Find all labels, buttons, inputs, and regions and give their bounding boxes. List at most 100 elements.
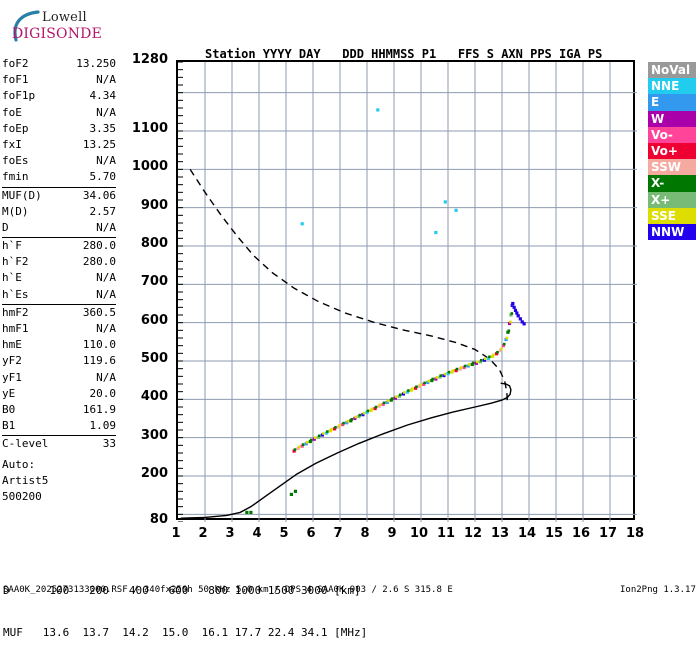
legend-item-ssw[interactable]: SSW bbox=[648, 159, 696, 176]
ionogram-parameter-panel: foF2 13.250 foF1 N/A foF1p 4.34 foE N/A foEp 3.35… bbox=[2, 56, 116, 505]
param-row: B0 161.9 bbox=[2, 402, 116, 418]
param-group-confidence: C-level 33 bbox=[2, 436, 116, 453]
x-axis-tick-label: 4 bbox=[252, 526, 262, 541]
param-row: foEs N/A bbox=[2, 153, 116, 169]
ionogram-plot-area[interactable] bbox=[176, 60, 637, 522]
param-row: M(D) 2.57 bbox=[2, 204, 116, 220]
lowell-digisonde-logo: Lowell DIGISONDE bbox=[8, 6, 128, 48]
param-value: 280.0 bbox=[82, 239, 116, 253]
x-axis-tick-label: 8 bbox=[360, 526, 370, 541]
param-key: hmE bbox=[2, 338, 22, 352]
legend-item-x[interactable]: X+ bbox=[648, 191, 696, 208]
legend-item-nne[interactable]: NNE bbox=[648, 78, 696, 95]
y-axis-tick-label: 200 bbox=[140, 466, 168, 481]
param-auto-line: 500200 bbox=[2, 489, 42, 503]
param-value: 33 bbox=[102, 437, 116, 451]
param-key: fxI bbox=[2, 137, 22, 151]
param-value: 280.0 bbox=[82, 255, 116, 269]
muf-table-distance-row: D 100 200 400 600 800 1000 1500 3000 [km… bbox=[3, 584, 361, 597]
param-key: foEs bbox=[2, 154, 29, 168]
param-value: 5.70 bbox=[89, 170, 117, 184]
param-auto-block: Auto: Artist5 500200 bbox=[2, 457, 116, 506]
param-row: h`F 280.0 bbox=[2, 238, 116, 254]
muf-table-muf-row: MUF 13.6 13.7 14.2 15.0 16.1 17.7 22.4 3… bbox=[3, 626, 368, 639]
param-value: N/A bbox=[96, 271, 116, 285]
y-axis-tick-label: 500 bbox=[140, 351, 168, 366]
param-row: h`F2 280.0 bbox=[2, 254, 116, 270]
param-value: N/A bbox=[96, 220, 116, 234]
legend-item-w[interactable]: W bbox=[648, 110, 696, 127]
param-row: yF1 N/A bbox=[2, 370, 116, 386]
param-row: yE 20.0 bbox=[2, 386, 116, 402]
param-key: foF2 bbox=[2, 57, 29, 70]
param-key: M(D) bbox=[2, 204, 29, 218]
param-value: 1.09 bbox=[89, 419, 117, 433]
param-key: h`Es bbox=[2, 287, 29, 301]
y-axis-tick-label: 900 bbox=[140, 197, 168, 213]
param-value: N/A bbox=[96, 370, 116, 384]
param-row: hmE 110.0 bbox=[2, 337, 116, 353]
param-row: fxI 13.25 bbox=[2, 137, 116, 153]
y-axis-tick-label: 800 bbox=[140, 236, 168, 251]
y-axis-tick-label: 400 bbox=[140, 389, 168, 405]
legend-item-e[interactable]: E bbox=[648, 94, 696, 111]
param-row: fmin 5.70 bbox=[2, 169, 116, 185]
legend-item-vo[interactable]: Vo+ bbox=[648, 142, 696, 160]
param-key: foF1p bbox=[2, 89, 36, 103]
x-axis-tick-label: 14 bbox=[517, 526, 537, 541]
param-row: foEp 3.35 bbox=[2, 121, 116, 137]
param-auto-line: Auto: bbox=[2, 457, 36, 471]
x-axis-tick-label: 15 bbox=[544, 526, 564, 541]
param-row: foF2 13.250 bbox=[2, 56, 116, 72]
param-row: foE N/A bbox=[2, 105, 116, 121]
param-value: 161.9 bbox=[82, 402, 116, 416]
true-height-curve bbox=[180, 382, 512, 519]
param-row: foF1 N/A bbox=[2, 72, 116, 88]
param-key: D bbox=[2, 220, 9, 234]
param-value: 119.6 bbox=[82, 354, 116, 368]
x-axis-tick-label: 9 bbox=[387, 526, 397, 541]
param-value: 34.06 bbox=[82, 188, 116, 202]
param-group-muf: MUF(D) 34.06 M(D) 2.57 D N/A bbox=[2, 188, 116, 239]
x-axis-tick-label: 3 bbox=[225, 526, 235, 541]
param-row: C-level 33 bbox=[2, 436, 116, 452]
logo-digisonde-text: DIGISONDE bbox=[12, 26, 103, 42]
param-group-frequencies: foF2 13.250 foF1 N/A foF1p 4.34 foE N/A foEp 3.35… bbox=[2, 56, 116, 188]
legend-item-sse[interactable]: SSE bbox=[648, 207, 696, 224]
param-value: N/A bbox=[96, 105, 116, 119]
x-axis-tick-label: 10 bbox=[409, 526, 429, 541]
param-value: N/A bbox=[96, 73, 116, 87]
param-key: yF1 bbox=[2, 370, 22, 384]
y-axis-tick-label: 700 bbox=[140, 274, 168, 290]
scatter-series bbox=[245, 489, 298, 515]
param-row: h`E N/A bbox=[2, 270, 116, 286]
param-key: h`F bbox=[2, 239, 22, 253]
param-row: foF1p 4.34 bbox=[2, 88, 116, 104]
legend-item-noval[interactable]: NoVal bbox=[648, 62, 696, 79]
y-axis-tick-label: 1280 bbox=[131, 52, 168, 67]
param-key: hmF1 bbox=[2, 322, 29, 335]
x-axis-tick-label: 2 bbox=[198, 526, 208, 541]
param-key: hmF2 bbox=[2, 305, 29, 319]
footer-filename: SAA0K_2025273133000.RSF / 340fx256h 50 k… bbox=[3, 585, 453, 595]
scatter-series bbox=[292, 302, 515, 453]
param-key: B0 bbox=[2, 402, 16, 416]
param-key: foF1 bbox=[2, 73, 29, 87]
legend-item-nnw[interactable]: NNW bbox=[648, 223, 696, 241]
param-value: N/A bbox=[96, 322, 116, 335]
station-header-labels: Station YYYY DAY DDD HHMMSS P1 FFS S AXN… bbox=[205, 47, 603, 61]
legend-item-vo[interactable]: Vo- bbox=[648, 126, 696, 143]
muf-distance-table: D 100 200 400 600 800 1000 1500 3000 [km… bbox=[3, 556, 367, 654]
legend-item-x[interactable]: X- bbox=[648, 175, 696, 192]
polarization-direction-legend[interactable]: NoVal NNE E W Vo- Vo+ SSW X- X+ SSE NNW bbox=[648, 62, 696, 241]
x-axis-tick-label: 16 bbox=[571, 526, 591, 541]
x-axis-tick-label: 11 bbox=[436, 526, 456, 541]
param-key: h`F2 bbox=[2, 255, 29, 269]
param-row: hmF1 N/A bbox=[2, 321, 116, 337]
param-group-virtual-heights: h`F 280.0 h`F2 280.0 h`E N/A h`Es N/A bbox=[2, 238, 116, 305]
param-value: 110.0 bbox=[82, 338, 116, 352]
param-value: 3.35 bbox=[89, 121, 117, 135]
param-value: 13.25 bbox=[82, 137, 116, 151]
x-axis-tick-label: 1 bbox=[171, 526, 181, 541]
param-row: yF2 119.6 bbox=[2, 353, 116, 369]
